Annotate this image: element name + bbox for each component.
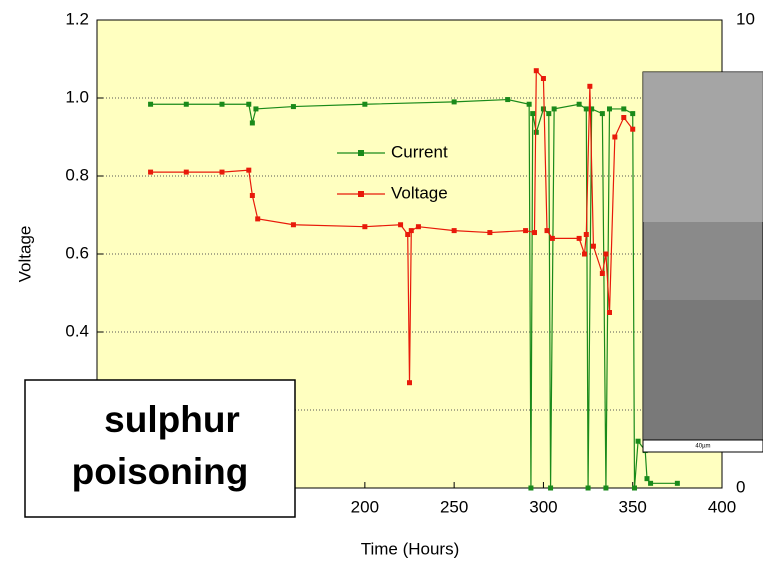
point (544, 228, 550, 234)
y-axis-title: Voltage (15, 226, 34, 283)
legend-marker (358, 191, 364, 197)
x-tick-label: 300 (529, 497, 557, 516)
point (362, 101, 368, 107)
point (589, 106, 595, 112)
x-tick-label: 350 (619, 497, 647, 516)
y-tick-label: 0.8 (65, 165, 89, 184)
point (183, 101, 189, 107)
point (603, 251, 609, 257)
x-tick-label: 200 (351, 497, 379, 516)
point (451, 228, 457, 234)
point (599, 271, 605, 276)
y-tick-label: 1.2 (65, 9, 89, 28)
point (290, 222, 296, 228)
point (290, 104, 296, 110)
point (635, 438, 641, 444)
point (599, 111, 605, 117)
point (607, 106, 612, 112)
y-tick-label: 1.0 (65, 87, 89, 106)
point (255, 216, 261, 222)
point (451, 99, 457, 105)
x-axis-title: Time (Hours) (361, 539, 460, 558)
point (487, 230, 493, 236)
point (630, 111, 636, 117)
legend-marker (358, 150, 364, 156)
point (183, 169, 189, 175)
point (632, 485, 637, 491)
point (648, 480, 654, 486)
point (405, 232, 411, 237)
point (526, 101, 532, 107)
point (253, 106, 259, 112)
point (249, 193, 255, 198)
point (249, 120, 255, 126)
series-line (150, 69, 634, 383)
sem-inset: 40µm (642, 71, 763, 453)
inset-scale: 40µm (695, 444, 710, 450)
point (621, 115, 627, 120)
y2-tick-label: 10 (736, 9, 755, 28)
point (548, 485, 554, 491)
point (219, 101, 225, 107)
y-tick-label: 0.6 (65, 243, 89, 262)
point (533, 68, 539, 74)
point (407, 380, 412, 386)
y-tick-label: 0.4 (65, 321, 89, 340)
point (408, 228, 414, 234)
point (612, 134, 618, 140)
point (148, 101, 154, 107)
point (607, 310, 612, 315)
point (362, 224, 368, 230)
point (540, 106, 546, 112)
point (590, 243, 596, 249)
legend-label: Voltage (391, 183, 448, 202)
annotation-line: poisoning (72, 451, 249, 492)
point (540, 76, 546, 81)
point (621, 106, 627, 112)
point (219, 169, 225, 175)
point (582, 251, 587, 257)
point (505, 97, 511, 103)
point (583, 232, 589, 237)
inset-highlight (643, 72, 763, 222)
point (583, 106, 589, 112)
point (644, 476, 650, 482)
point (576, 235, 582, 241)
point (630, 126, 636, 132)
annotation-box: sulphur poisoning (24, 379, 296, 518)
point (398, 222, 404, 228)
point (246, 101, 252, 107)
x-tick-label: 400 (708, 497, 736, 516)
point (246, 167, 252, 173)
point (415, 224, 421, 230)
point (546, 111, 552, 117)
point (532, 230, 537, 236)
point (549, 235, 555, 241)
legend-label: Current (391, 142, 448, 161)
point (603, 485, 609, 491)
y2-tick-label: 0 (736, 477, 745, 496)
point (148, 169, 154, 175)
point (528, 485, 534, 491)
inset-shadow (643, 300, 763, 440)
point (530, 111, 536, 117)
point (674, 480, 680, 486)
inset-bar (642, 439, 763, 453)
point (523, 228, 529, 234)
point (533, 129, 539, 135)
point (585, 485, 591, 491)
point (576, 101, 582, 107)
annotation-line: sulphur (104, 399, 240, 440)
point (587, 83, 593, 89)
annotation-frame (24, 379, 296, 518)
x-tick-label: 250 (440, 497, 468, 516)
point (551, 106, 557, 112)
